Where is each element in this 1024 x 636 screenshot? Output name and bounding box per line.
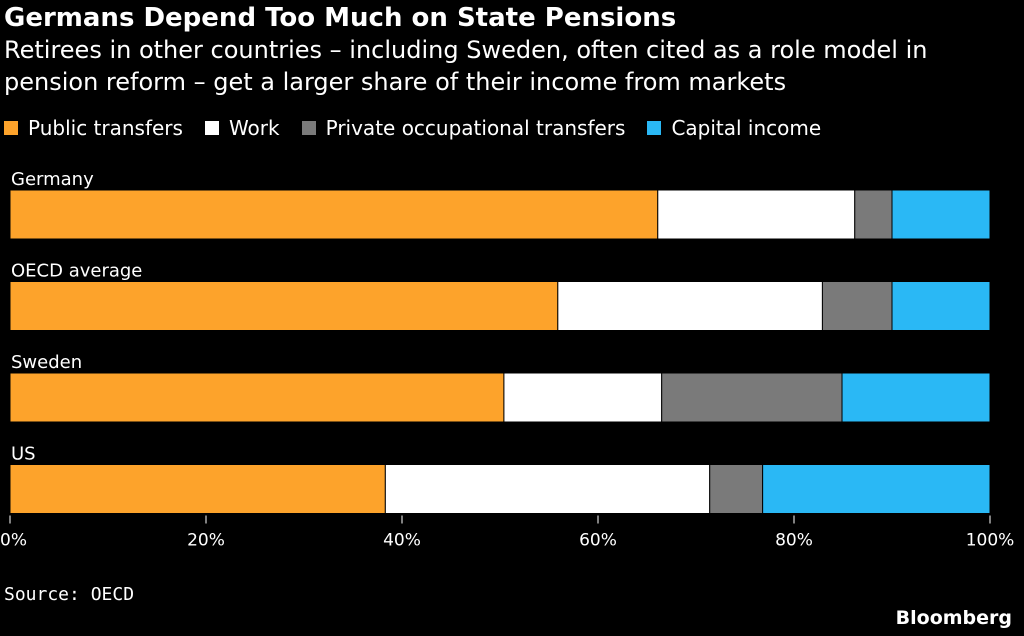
x-tick-label: 80% [775,531,813,551]
bar-segment [557,281,823,331]
x-tick-label: 40% [383,531,421,551]
legend-item: Capital income [647,116,821,140]
legend-swatch [647,121,662,135]
stacked-bar-chart: Germany OECD average Sweden US 0% 20% 40% 60% 80… [0,169,1015,551]
bar-segment [384,464,711,514]
bar-segment [657,189,856,240]
legend-label: Capital income [671,116,822,140]
legend-swatch [301,121,316,135]
legend-label: Public transfers [28,116,183,140]
bar-segment [661,372,843,423]
bar-segment [854,189,893,240]
category-label: US [11,444,36,465]
legend-item: Public transfers [4,116,183,140]
bar-segment [891,189,991,240]
bar-segment [9,464,386,514]
x-tick-label: 20% [187,531,225,551]
bar-segment [9,281,559,331]
bar-segment [841,372,991,423]
bar-segment [821,281,893,331]
legend-label: Private occupational transfers [325,116,626,140]
legend-swatch [4,121,18,135]
category-label: Sweden [11,352,82,373]
bar-segment [9,372,505,423]
bar-segment [891,281,991,331]
brand-logo: Bloomberg [895,607,1012,629]
legend-swatch [204,121,219,135]
category-label: OECD average [11,261,142,282]
legend-label: Work [228,116,280,140]
source-note: Source: OECD [4,584,135,605]
chart-subtitle: Retirees in other countries – including … [4,36,928,96]
x-tick-label: 0% [0,531,27,551]
legend: Public transfers Work Private occupational… [4,114,843,142]
x-tick-label: 60% [579,531,617,551]
chart-title: Germans Depend Too Much on State Pension… [4,3,677,33]
legend-item: Private occupational transfers [301,116,626,140]
bar-segment [709,464,764,514]
bar-segment [503,372,663,423]
legend-item: Work [204,116,280,140]
category-label: Germany [11,169,94,190]
x-tick-label: 100% [966,531,1015,551]
bar-segment [9,189,659,240]
bar-segment [762,464,991,514]
